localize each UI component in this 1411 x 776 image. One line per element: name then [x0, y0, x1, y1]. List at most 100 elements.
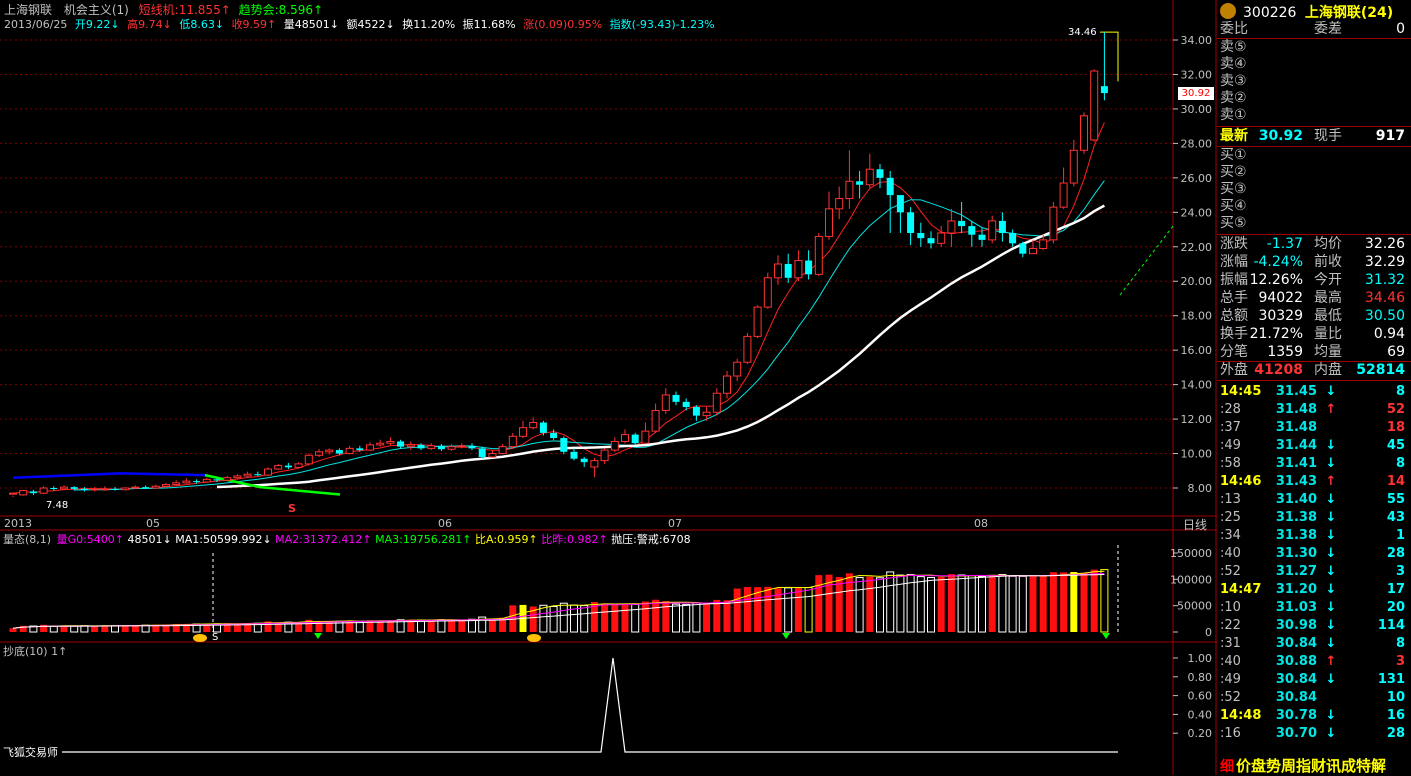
tick-time: :22	[1220, 618, 1241, 633]
formula-name[interactable]: 机会主义(1)	[63, 3, 129, 17]
volume-bar	[9, 628, 17, 632]
tick-price: 30.88	[1275, 654, 1317, 669]
tick-time: :10	[1220, 600, 1241, 615]
info-close: 收9.59↑	[231, 18, 277, 31]
candle-body-up	[233, 475, 242, 479]
sell2-row: 卖②	[1217, 90, 1407, 107]
tick-volume: 20	[1386, 600, 1405, 615]
price-high-label: 34.46	[1068, 27, 1097, 38]
volume-bar	[855, 577, 864, 633]
volume-bar	[1008, 575, 1017, 633]
candle-body-down	[958, 220, 966, 227]
candle-body-up	[723, 375, 731, 394]
volume-bar	[703, 603, 711, 632]
tick-volume: 55	[1386, 492, 1405, 507]
ma-long-line-blue	[12, 472, 206, 479]
candle-body-up	[1049, 206, 1058, 241]
tick-price: 31.20	[1275, 582, 1317, 597]
indicator-title[interactable]: 抄底(10) 1↑	[3, 645, 68, 658]
tick-volume: 1	[1395, 528, 1405, 543]
volume-pressure: 抛压:警戒:6708	[611, 533, 691, 546]
tick-volume: 10	[1386, 690, 1405, 705]
period-label[interactable]: 日线	[1183, 518, 1208, 532]
detail-tab[interactable]: 细	[1220, 759, 1234, 775]
candle-body-down	[672, 394, 680, 402]
tick-direction-icon: ↓	[1325, 708, 1337, 723]
volume-bar	[876, 577, 884, 633]
tick-direction-icon: ↓	[1325, 456, 1337, 471]
sell3-row: 卖③	[1217, 73, 1407, 90]
volume-bar	[743, 586, 751, 632]
quote-panel: 300226 上海钢联(24) 委比 委差 0 卖⑤ 卖④ 卖③ 卖② 卖① 最…	[1217, 0, 1411, 775]
volume-bar	[325, 621, 333, 632]
buy4-row: 买④	[1217, 198, 1407, 215]
candle-body-down	[437, 445, 445, 450]
candle-body-up	[835, 198, 844, 210]
candle-body-up	[1069, 149, 1078, 184]
volume-bar	[366, 620, 374, 632]
ma-mid-line	[74, 180, 1105, 491]
tick-direction-icon: ↓	[1325, 636, 1337, 651]
tick-volume: 8	[1395, 636, 1405, 651]
trade-tick-row: :37 31.48 18	[1217, 419, 1407, 437]
candle-body-down	[784, 264, 792, 278]
stat-row: 分笔 1359 均量 69	[1217, 344, 1407, 361]
tick-direction-icon: ↓	[1325, 582, 1337, 597]
tick-direction-icon: ↓	[1325, 618, 1337, 633]
trade-tick-row: :22 30.98 ↓ 114	[1217, 617, 1407, 635]
function-tabs[interactable]: 价盘势周指财讯成特解	[1236, 757, 1387, 775]
price-tick-label: 10.00	[1181, 448, 1213, 461]
price-tick-label: 24.00	[1181, 206, 1213, 219]
candle-body-up	[1059, 182, 1068, 208]
candle-body-up	[600, 449, 609, 462]
trade-tick-row: :40 31.30 ↓ 28	[1217, 545, 1407, 563]
price-tick-label: 8.00	[1188, 482, 1213, 495]
stat-label: 振幅	[1220, 272, 1248, 288]
volume-bar	[458, 620, 466, 632]
stat-label: 量比	[1314, 326, 1342, 342]
price-tick-label: 34.00	[1181, 34, 1213, 47]
indicator-tick-label: 0.40	[1188, 708, 1213, 721]
stock-code: 300226	[1243, 5, 1297, 21]
volume-title[interactable]: 量态(8,1)	[3, 533, 52, 546]
price-tick-label: 16.00	[1181, 344, 1213, 357]
tick-volume: 18	[1386, 420, 1405, 435]
tick-volume: 28	[1386, 546, 1405, 561]
price-tick-label: 20.00	[1181, 275, 1213, 288]
buy3-row: 买③	[1217, 181, 1407, 198]
sell3-label: 卖③	[1220, 73, 1247, 89]
candle-body-up	[1090, 70, 1099, 141]
tick-direction-icon: ↓	[1325, 564, 1337, 579]
candle-body-up	[366, 444, 374, 451]
candle-body-down	[468, 445, 476, 449]
volume-ratio-prev: 比昨:0.982↑	[541, 533, 608, 546]
candle-body-up	[182, 480, 191, 484]
candle-body-down	[692, 407, 700, 416]
order-ratio-row: 委比 委差 0	[1217, 21, 1407, 38]
candle-body-up	[519, 427, 527, 437]
candle-body-down	[417, 444, 425, 449]
inner-label: 内盘	[1314, 362, 1342, 378]
tick-price: 31.38	[1275, 510, 1317, 525]
indicator-tick-label: 0.60	[1188, 690, 1213, 703]
stat-value: 69	[1387, 344, 1405, 360]
trade-tick-row: 14:48 30.78 ↓ 16	[1217, 707, 1407, 725]
stat-value: 21.72%	[1249, 326, 1303, 342]
divider	[1217, 380, 1411, 381]
candle-body-up	[794, 260, 803, 279]
stat-value: 12.26%	[1249, 272, 1303, 288]
volume-bar	[407, 619, 415, 632]
tick-direction-icon: ↓	[1325, 438, 1337, 453]
tick-volume: 45	[1386, 438, 1405, 453]
quote-title[interactable]: 300226 上海钢联(24)	[1243, 2, 1393, 22]
candle-body-down	[193, 481, 201, 483]
candle-body-down	[682, 401, 690, 408]
candle-body-up	[406, 444, 415, 448]
info-open: 开9.22↓	[74, 18, 120, 31]
volume-bar	[223, 623, 231, 632]
volume-bar	[947, 574, 955, 632]
tick-time: :34	[1220, 528, 1241, 543]
volume-bar	[1029, 576, 1037, 632]
tick-volume: 131	[1377, 672, 1405, 687]
kline-chart[interactable]: 34.00 32.00 30.00 28.00 26.00 24.00 22.00 20.00…	[0, 0, 1217, 775]
